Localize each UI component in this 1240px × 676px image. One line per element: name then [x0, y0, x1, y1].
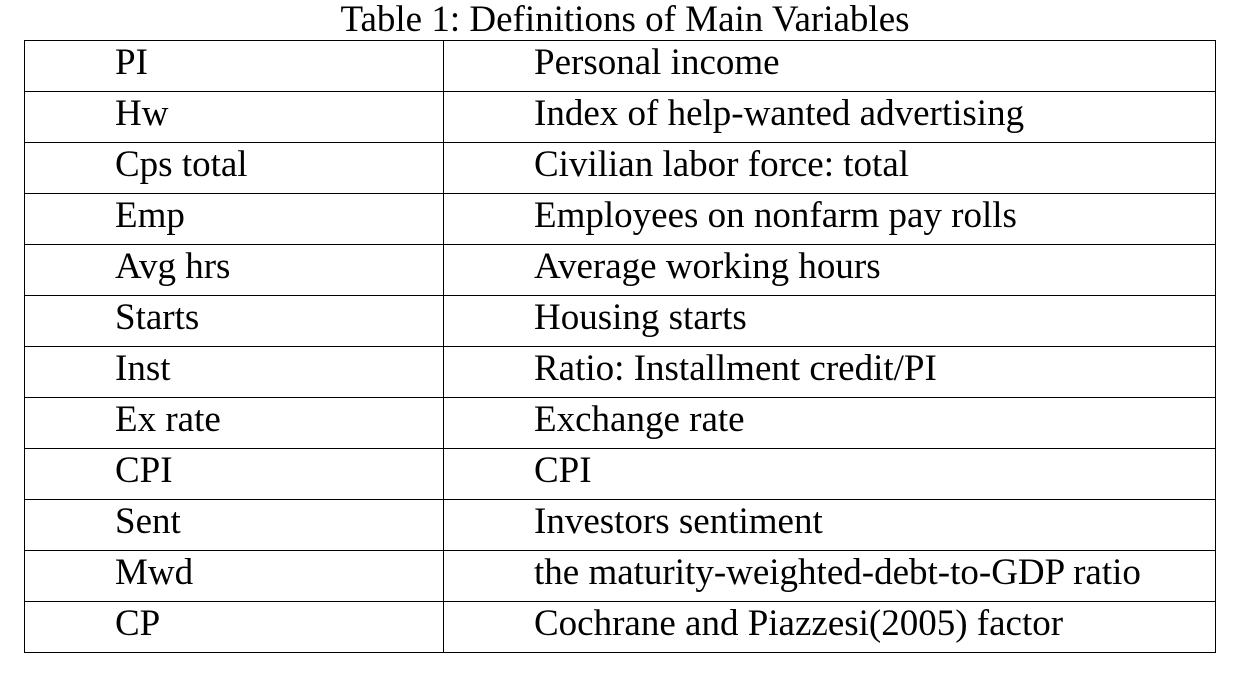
table-row: Mwd the maturity-weighted-debt-to-GDP ra…: [24, 550, 1216, 602]
definition-cell: Ratio: Installment credit/PI: [443, 346, 1216, 398]
variable-cell: Emp: [24, 193, 444, 245]
table-row: Avg hrs Average working hours: [24, 244, 1216, 296]
variable-cell: CPI: [24, 448, 444, 500]
definition-cell: Index of help-wanted advertising: [443, 91, 1216, 143]
variable-cell: Ex rate: [24, 397, 444, 449]
definition-cell: Civilian labor force: total: [443, 142, 1216, 194]
definition-cell: Exchange rate: [443, 397, 1216, 449]
definitions-table-body: PI Personal income Hw Index of help-want…: [24, 40, 1216, 653]
definition-cell: Average working hours: [443, 244, 1216, 296]
table-row: CP Cochrane and Piazzesi(2005) factor: [24, 601, 1216, 653]
table-row: PI Personal income: [24, 40, 1216, 92]
variable-cell: PI: [24, 40, 444, 92]
definition-cell: the maturity-weighted-debt-to-GDP ratio: [443, 550, 1216, 602]
definition-cell: Personal income: [443, 40, 1216, 92]
definition-cell: Housing starts: [443, 295, 1216, 347]
table-row: Sent Investors sentiment: [24, 499, 1216, 551]
table-row: Starts Housing starts: [24, 295, 1216, 347]
table-row: Emp Employees on nonfarm pay rolls: [24, 193, 1216, 245]
table-row: CPI CPI: [24, 448, 1216, 500]
table-row: Ex rate Exchange rate: [24, 397, 1216, 449]
variable-cell: Sent: [24, 499, 444, 551]
definition-cell: Employees on nonfarm pay rolls: [443, 193, 1216, 245]
variable-cell: Avg hrs: [24, 244, 444, 296]
variable-cell: CP: [24, 601, 444, 653]
definition-cell: Investors sentiment: [443, 499, 1216, 551]
variable-cell: Mwd: [24, 550, 444, 602]
table-row: Cps total Civilian labor force: total: [24, 142, 1216, 194]
variable-cell: Hw: [24, 91, 444, 143]
table-row: Inst Ratio: Installment credit/PI: [24, 346, 1216, 398]
variable-cell: Inst: [24, 346, 444, 398]
definitions-table: PI Personal income Hw Index of help-want…: [24, 40, 1216, 653]
definition-cell: CPI: [443, 448, 1216, 500]
variable-cell: Cps total: [24, 142, 444, 194]
definition-cell: Cochrane and Piazzesi(2005) factor: [443, 601, 1216, 653]
table-caption: Table 1: Definitions of Main Variables: [340, 0, 910, 40]
table-row: Hw Index of help-wanted advertising: [24, 91, 1216, 143]
variable-cell: Starts: [24, 295, 444, 347]
